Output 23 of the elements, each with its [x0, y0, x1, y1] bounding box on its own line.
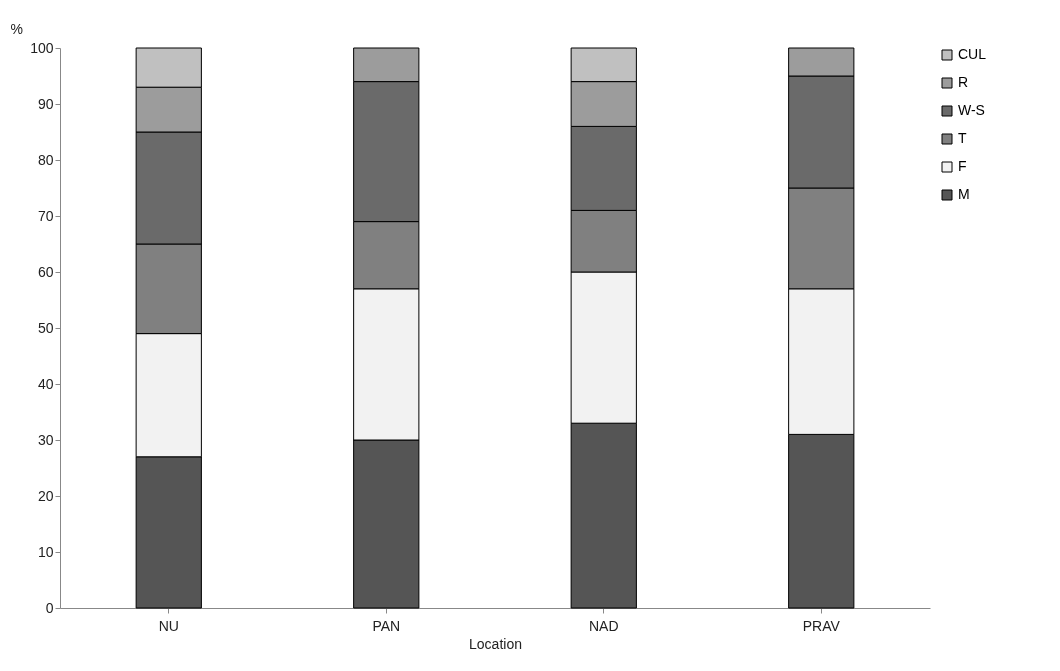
- x-tick-label: PAN: [372, 617, 401, 634]
- y-tick-label: 60: [37, 263, 54, 280]
- x-tick-label: NU: [158, 617, 179, 634]
- x-tick-label: NAD: [588, 617, 619, 634]
- legend-label: R: [958, 74, 969, 90]
- y-tick-label: 0: [45, 599, 54, 616]
- y-tick-label: 30: [37, 431, 54, 448]
- legend-label: CUL: [958, 46, 987, 62]
- y-tick-label: 50: [37, 319, 54, 336]
- y-axis-title: %: [10, 20, 23, 37]
- legend-label: M: [958, 186, 970, 202]
- y-tick-label: 20: [37, 487, 54, 504]
- y-tick-label: 90: [37, 95, 54, 112]
- legend-label: T: [958, 130, 967, 146]
- legend-label: W-S: [958, 102, 985, 118]
- y-tick-label: 80: [37, 151, 54, 168]
- legend-label: F: [958, 158, 967, 174]
- y-tick-label: 10: [37, 543, 54, 560]
- y-tick-label: 100: [30, 39, 54, 56]
- y-tick-label: 40: [37, 375, 54, 392]
- y-tick-label: 70: [37, 207, 54, 224]
- x-axis-title: Location: [469, 635, 522, 652]
- x-tick-label: PRAV: [802, 617, 841, 634]
